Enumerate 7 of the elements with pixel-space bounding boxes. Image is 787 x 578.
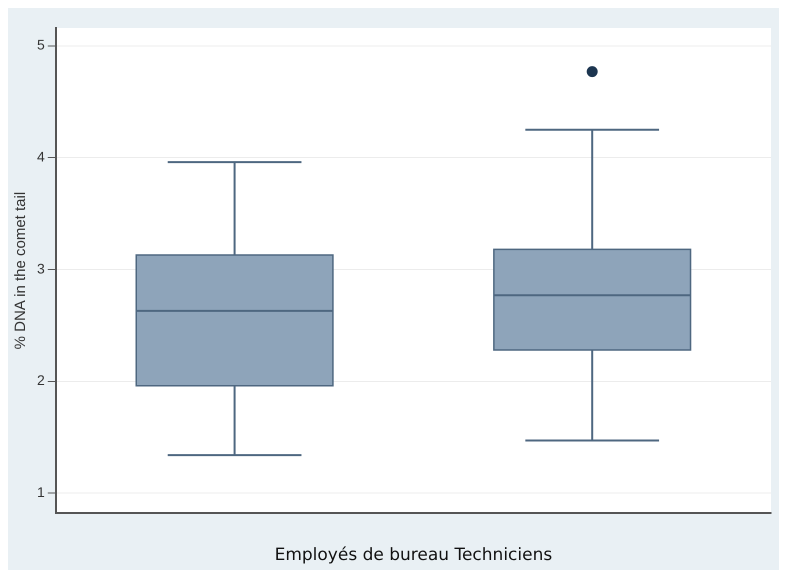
x-axis-title: Employés de bureau Techniciens	[274, 545, 552, 566]
y-tick-label: 5	[36, 36, 45, 53]
y-tick-label: 1	[36, 484, 45, 500]
y-tick-label: 4	[36, 148, 45, 165]
y-tick-label: 2	[36, 372, 45, 388]
y-tick-label: 3	[36, 260, 45, 276]
y-axis-title: % DNA in the comet tail	[12, 192, 30, 350]
